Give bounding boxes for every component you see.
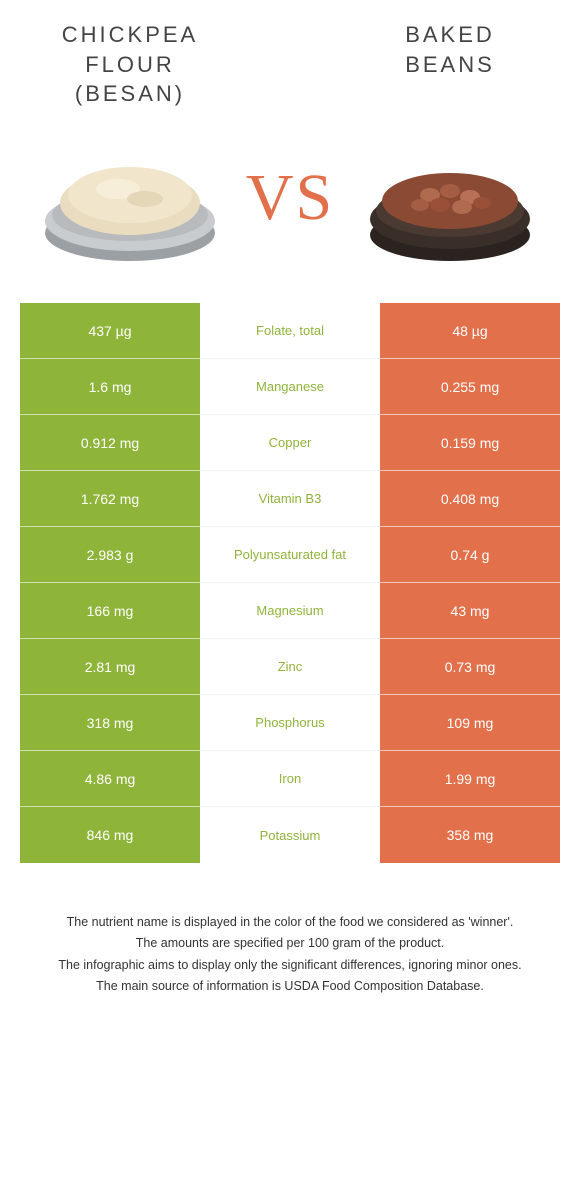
table-row: 2.81 mgZinc0.73 mg	[20, 639, 560, 695]
table-row: 846 mgPotassium358 mg	[20, 807, 560, 863]
footer-line: The nutrient name is displayed in the co…	[28, 913, 552, 932]
footer-line: The infographic aims to display only the…	[28, 956, 552, 975]
right-value-cell: 0.159 mg	[380, 415, 560, 471]
comparison-image-row: VS	[0, 117, 580, 303]
right-value-cell: 109 mg	[380, 695, 560, 751]
vs-label: VS	[246, 160, 334, 236]
table-row: 166 mgMagnesium43 mg	[20, 583, 560, 639]
table-row: 1.6 mgManganese0.255 mg	[20, 359, 560, 415]
nutrient-label-cell: Zinc	[200, 639, 380, 695]
left-food-title: CHICKPEA FLOUR (BESAN)	[30, 20, 230, 109]
title-text: BAKED	[350, 20, 550, 50]
nutrient-label-cell: Manganese	[200, 359, 380, 415]
left-value-cell: 1.6 mg	[20, 359, 200, 415]
left-value-cell: 1.762 mg	[20, 471, 200, 527]
chickpea-flour-image	[30, 123, 230, 273]
right-value-cell: 358 mg	[380, 807, 560, 863]
left-value-cell: 166 mg	[20, 583, 200, 639]
footer-line: The amounts are specified per 100 gram o…	[28, 934, 552, 953]
title-text: BEANS	[350, 50, 550, 80]
left-value-cell: 846 mg	[20, 807, 200, 863]
title-text: FLOUR	[30, 50, 230, 80]
nutrient-label-cell: Phosphorus	[200, 695, 380, 751]
table-row: 1.762 mgVitamin B30.408 mg	[20, 471, 560, 527]
baked-beans-image	[350, 123, 550, 273]
nutrient-label-cell: Magnesium	[200, 583, 380, 639]
left-value-cell: 318 mg	[20, 695, 200, 751]
left-value-cell: 437 µg	[20, 303, 200, 359]
table-row: 4.86 mgIron1.99 mg	[20, 751, 560, 807]
left-value-cell: 4.86 mg	[20, 751, 200, 807]
nutrient-comparison-table: 437 µgFolate, total48 µg1.6 mgManganese0…	[20, 303, 560, 863]
nutrient-label-cell: Vitamin B3	[200, 471, 380, 527]
table-row: 0.912 mgCopper0.159 mg	[20, 415, 560, 471]
nutrient-label-cell: Potassium	[200, 807, 380, 863]
left-value-cell: 2.81 mg	[20, 639, 200, 695]
right-value-cell: 0.408 mg	[380, 471, 560, 527]
table-row: 437 µgFolate, total48 µg	[20, 303, 560, 359]
footer-notes: The nutrient name is displayed in the co…	[0, 863, 580, 1019]
right-value-cell: 0.255 mg	[380, 359, 560, 415]
right-value-cell: 0.74 g	[380, 527, 560, 583]
right-food-title: BAKED BEANS	[350, 20, 550, 79]
title-text: (BESAN)	[30, 79, 230, 109]
nutrient-label-cell: Iron	[200, 751, 380, 807]
table-row: 318 mgPhosphorus109 mg	[20, 695, 560, 751]
title-text: CHICKPEA	[30, 20, 230, 50]
left-value-cell: 0.912 mg	[20, 415, 200, 471]
left-value-cell: 2.983 g	[20, 527, 200, 583]
right-value-cell: 0.73 mg	[380, 639, 560, 695]
footer-line: The main source of information is USDA F…	[28, 977, 552, 996]
right-value-cell: 1.99 mg	[380, 751, 560, 807]
table-row: 2.983 gPolyunsaturated fat0.74 g	[20, 527, 560, 583]
nutrient-label-cell: Polyunsaturated fat	[200, 527, 380, 583]
right-value-cell: 43 mg	[380, 583, 560, 639]
right-value-cell: 48 µg	[380, 303, 560, 359]
nutrient-label-cell: Copper	[200, 415, 380, 471]
comparison-header: CHICKPEA FLOUR (BESAN) BAKED BEANS	[0, 0, 580, 117]
nutrient-label-cell: Folate, total	[200, 303, 380, 359]
